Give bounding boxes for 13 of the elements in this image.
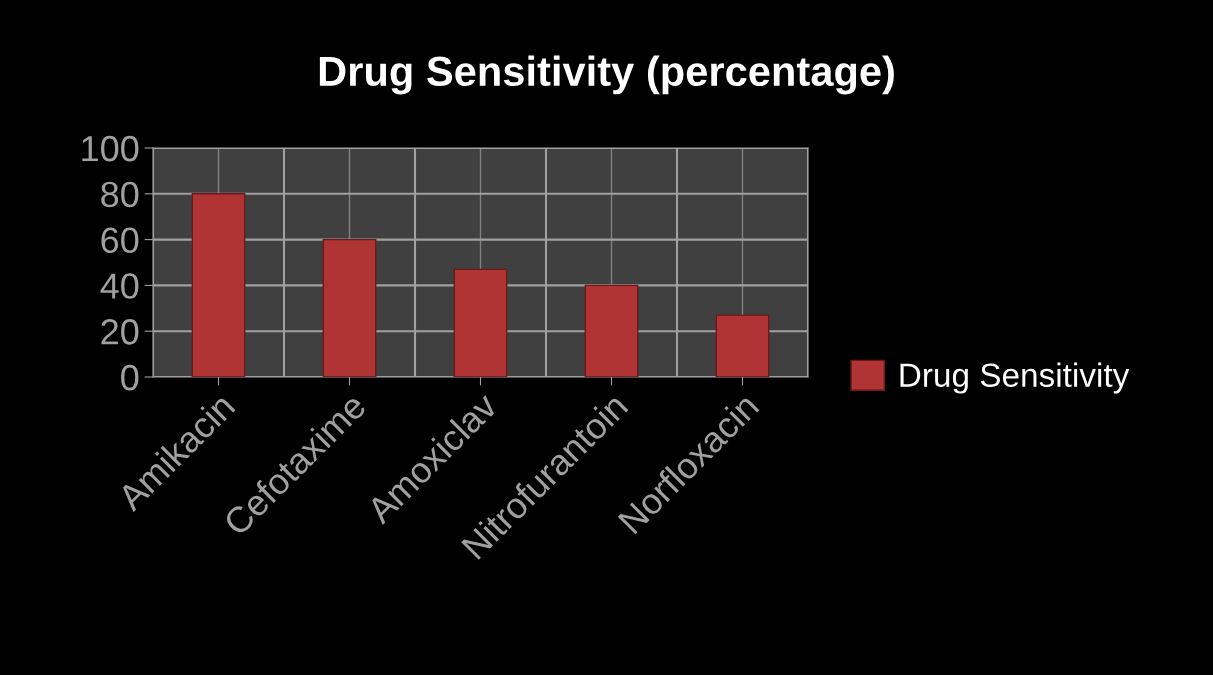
bar <box>715 314 770 377</box>
y-tick-label: 0 <box>121 364 139 391</box>
bar <box>322 238 377 377</box>
y-tick-label: 40 <box>100 273 139 299</box>
bar <box>584 284 639 377</box>
chart-title: Drug Sensitivity (percentage) <box>319 55 894 95</box>
bar <box>453 268 508 377</box>
y-tick-label: 80 <box>101 181 139 208</box>
y-tick-label: 100 <box>82 135 139 162</box>
legend-label: Drug Sensitivity <box>900 362 1130 394</box>
y-tick-label: 20 <box>101 319 139 345</box>
bar <box>191 193 246 377</box>
y-tick-label: 60 <box>101 227 139 254</box>
